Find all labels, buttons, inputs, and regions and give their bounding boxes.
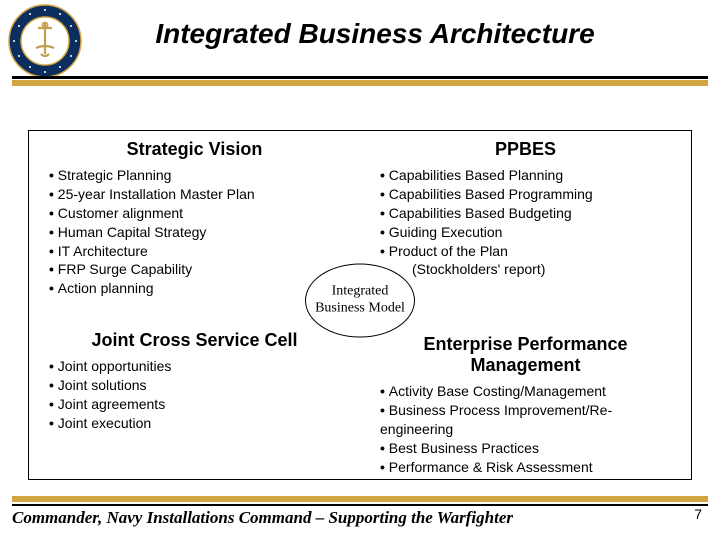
list-item: 25-year Installation Master Plan xyxy=(49,185,346,204)
list-item: IT Architecture xyxy=(49,242,346,261)
list-item: Capabilities Based Planning xyxy=(380,166,677,185)
list-item: Capabilities Based Programming xyxy=(380,185,677,204)
list-item: Capabilities Based Budgeting xyxy=(380,204,677,223)
list-item: FRP Surge Capability xyxy=(49,260,346,279)
list-item: Customer alignment xyxy=(49,204,346,223)
quadrant-list: Joint opportunities Joint solutions Join… xyxy=(43,357,346,433)
quadrant-title: Joint Cross Service Cell xyxy=(43,330,346,351)
navy-command-seal-logo xyxy=(8,4,82,78)
list-item: Joint execution xyxy=(49,414,346,433)
quadrant-enterprise-performance: Enterprise Performance Management Activi… xyxy=(360,322,691,479)
list-item: Joint solutions xyxy=(49,376,346,395)
list-item: Guiding Execution xyxy=(380,223,677,242)
quadrant-frame: Strategic Vision Strategic Planning 25-y… xyxy=(28,130,692,480)
list-item: Activity Base Costing/Management xyxy=(380,382,677,401)
list-item: Joint opportunities xyxy=(49,357,346,376)
center-oval-text: Integrated Business Model xyxy=(306,284,414,318)
quadrant-list: Activity Base Costing/Management Busines… xyxy=(374,382,677,476)
quadrant-list: Capabilities Based Planning Capabilities… xyxy=(374,166,677,260)
list-item: Best Business Practices xyxy=(380,439,677,458)
quadrant-list: Strategic Planning 25-year Installation … xyxy=(43,166,346,298)
title-gold-bar xyxy=(12,80,708,86)
list-item: Performance & Risk Assessment xyxy=(380,458,677,477)
quadrant-title: Enterprise Performance Management xyxy=(374,334,677,376)
list-item: Action planning xyxy=(49,279,346,298)
center-oval: Integrated Business Model xyxy=(305,264,415,338)
quadrant-title: Strategic Vision xyxy=(43,139,346,160)
sub-item: (Stockholders' report) xyxy=(374,260,677,279)
list-item: Strategic Planning xyxy=(49,166,346,185)
list-item: Product of the Plan xyxy=(380,242,677,261)
footer-line xyxy=(12,504,708,506)
quadrant-title: PPBES xyxy=(374,139,677,160)
page-number: 7 xyxy=(694,506,702,522)
list-item: Joint agreements xyxy=(49,395,346,414)
footer-gold-bar xyxy=(12,496,708,502)
quadrant-joint-cross-service: Joint Cross Service Cell Joint opportuni… xyxy=(29,322,360,479)
list-item: Business Process Improvement/Re-engineer… xyxy=(380,401,677,439)
slide-title: Integrated Business Architecture xyxy=(0,18,720,50)
title-underline xyxy=(12,76,708,79)
list-item: Human Capital Strategy xyxy=(49,223,346,242)
footer: Commander, Navy Installations Command – … xyxy=(12,496,708,528)
footer-text: Commander, Navy Installations Command – … xyxy=(12,508,708,528)
